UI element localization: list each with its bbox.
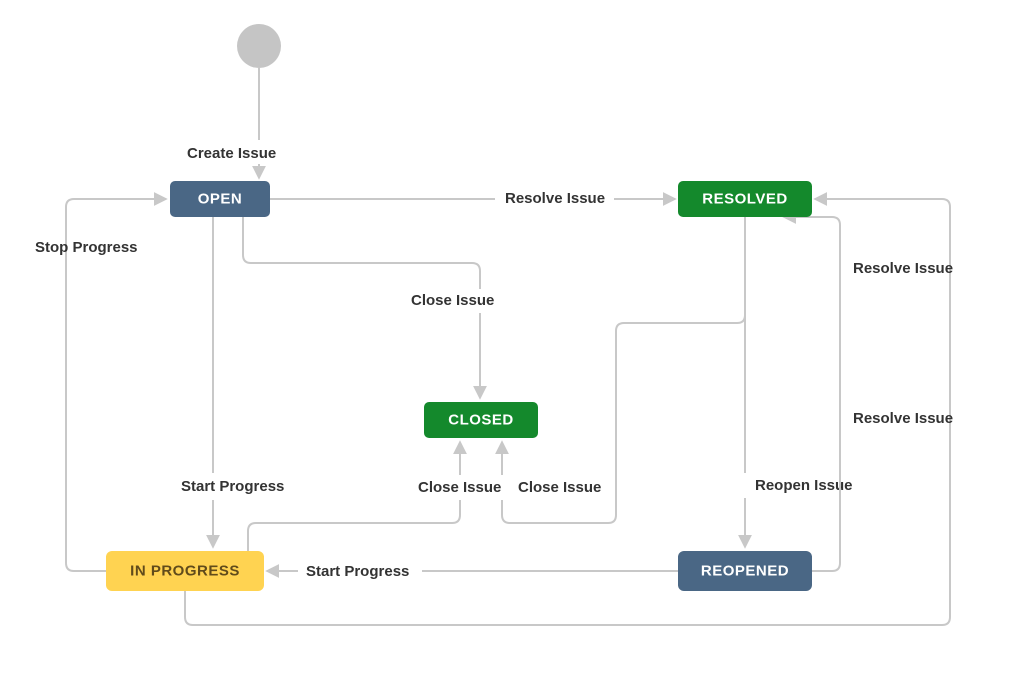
edge-label-start-progress-1: Start Progress <box>181 478 284 495</box>
edge-label-close-issue-1: Close Issue <box>411 292 494 309</box>
edge-label-close-issue-2: Close Issue <box>418 479 501 496</box>
state-reopened-label: REOPENED <box>701 563 789 580</box>
svg-text:Resolve Issue: Resolve Issue <box>505 190 605 207</box>
svg-text:Resolve Issue: Resolve Issue <box>853 410 953 427</box>
state-resolved: RESOLVED <box>678 181 812 217</box>
state-reopened: REOPENED <box>678 551 812 591</box>
edge-label-resolve-issue-2: Resolve Issue <box>853 260 953 277</box>
edge-open-closed: Close Issue <box>243 217 494 397</box>
workflow-diagram: Create Issue Resolve Issue Close Issue S… <box>0 0 1024 689</box>
edge-label-resolve-issue-1: Resolve Issue <box>505 190 605 207</box>
state-closed-label: CLOSED <box>448 412 514 429</box>
svg-text:Close Issue: Close Issue <box>411 292 494 309</box>
svg-text:Reopen Issue: Reopen Issue <box>755 477 853 494</box>
edge-open-resolved: Resolve Issue <box>270 190 674 207</box>
state-closed: CLOSED <box>424 402 538 438</box>
state-resolved-label: RESOLVED <box>702 191 787 208</box>
svg-text:Close Issue: Close Issue <box>518 479 601 496</box>
state-in-progress-label: IN PROGRESS <box>130 563 240 580</box>
edge-inprogress-open: Stop Progress <box>35 199 165 571</box>
edge-inprogress-closed: Close Issue <box>248 443 501 551</box>
edge-resolved-reopened: Reopen Issue <box>745 300 853 546</box>
edge-start-open: Create Issue <box>187 68 276 177</box>
svg-text:Resolve Issue: Resolve Issue <box>853 260 953 277</box>
edge-resolved-closed: Close Issue <box>502 217 745 523</box>
edge-label-close-issue-3: Close Issue <box>518 479 601 496</box>
edge-reopened-inprogress: Start Progress <box>268 563 678 580</box>
edge-label-stop-progress: Stop Progress <box>35 239 138 256</box>
svg-text:Start Progress: Start Progress <box>181 478 284 495</box>
edge-open-inprogress: Start Progress <box>181 217 284 546</box>
state-open-label: OPEN <box>198 191 243 208</box>
start-node <box>237 24 281 68</box>
svg-text:Create Issue: Create Issue <box>187 145 276 162</box>
svg-text:Stop Progress: Stop Progress <box>35 239 138 256</box>
svg-text:Close Issue: Close Issue <box>418 479 501 496</box>
edge-label-resolve-issue-3: Resolve Issue <box>853 410 953 427</box>
edge-label-create-issue: Create Issue <box>187 145 276 162</box>
state-in-progress: IN PROGRESS <box>106 551 264 591</box>
state-open: OPEN <box>170 181 270 217</box>
edge-label-start-progress-2: Start Progress <box>306 563 409 580</box>
edge-label-reopen-issue: Reopen Issue <box>755 477 853 494</box>
svg-text:Start Progress: Start Progress <box>306 563 409 580</box>
